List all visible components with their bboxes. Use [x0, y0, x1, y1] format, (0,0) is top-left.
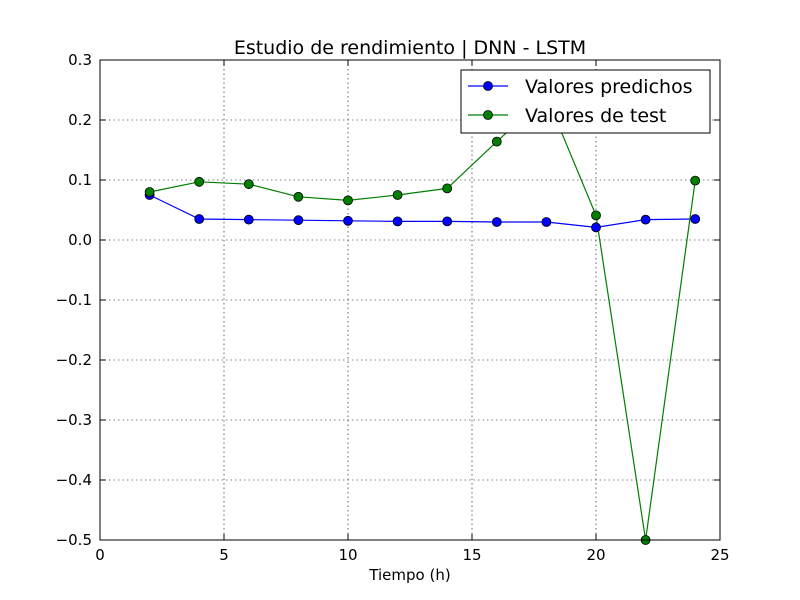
plot-area — [100, 60, 720, 540]
y-tick-label: −0.2 — [56, 351, 92, 369]
axis-ticks: 0 5 10 15 20 25 −0.5 −0.4 −0.3 −0.2 −0.1 0.0 0.1 0.2 0… — [56, 51, 730, 564]
data-point-series-1 — [144, 187, 155, 197]
y-tick-label: −0.3 — [56, 411, 92, 429]
y-tick-label: 0.2 — [68, 111, 92, 129]
data-point-series-0 — [491, 217, 502, 227]
data-point-series-1 — [194, 176, 205, 187]
data-point-series-0 — [442, 216, 453, 227]
data-point-series-1 — [243, 179, 254, 190]
x-tick-label: 5 — [219, 546, 229, 564]
data-point-series-1 — [392, 190, 403, 200]
legend-label-predichos: Valores predichos — [525, 76, 693, 98]
legend-label-test: Valores de test — [525, 105, 666, 127]
x-tick-label: 20 — [586, 546, 605, 564]
series-line-0 — [149, 194, 696, 229]
data-point-series-0 — [392, 216, 403, 227]
data-point-series-0 — [343, 215, 353, 226]
series-layer — [149, 94, 696, 540]
data-point-series-1 — [591, 210, 601, 221]
x-tick-label: 25 — [710, 546, 729, 564]
legend: Valores predichos Valores de test — [460, 69, 711, 134]
data-point-series-1 — [343, 195, 353, 206]
data-point-series-0 — [243, 214, 254, 225]
y-tick-label: −0.5 — [56, 531, 92, 549]
legend-marker-test — [483, 110, 493, 120]
grid-lines — [100, 60, 720, 540]
data-point-series-1 — [442, 183, 453, 194]
data-point-series-1 — [293, 191, 304, 202]
data-point-series-0 — [591, 222, 601, 233]
data-point-series-0 — [541, 217, 552, 227]
data-point-series-0 — [293, 215, 304, 226]
y-tick-label: 0.3 — [68, 51, 92, 69]
data-point-series-1 — [491, 136, 502, 147]
data-point-series-0 — [690, 214, 701, 224]
y-tick-label: 0.0 — [68, 231, 92, 249]
y-tick-label: −0.1 — [56, 291, 92, 309]
data-point-series-0 — [640, 214, 651, 225]
y-tick-label: 0.1 — [68, 171, 92, 189]
chart-title: Estudio de rendimiento | DNN - LSTM — [234, 37, 586, 59]
y-tick-label: −0.4 — [56, 471, 92, 489]
legend-marker-predichos — [483, 81, 493, 91]
x-tick-label: 15 — [462, 546, 481, 564]
legend-box — [460, 69, 711, 134]
x-tick-label: 10 — [338, 546, 357, 564]
x-axis-label: Tiempo (h) — [368, 566, 450, 584]
x-tick-label: 0 — [95, 546, 105, 564]
data-point-series-1 — [690, 175, 701, 186]
data-point-series-0 — [194, 214, 205, 224]
series-line-1 — [149, 94, 696, 540]
